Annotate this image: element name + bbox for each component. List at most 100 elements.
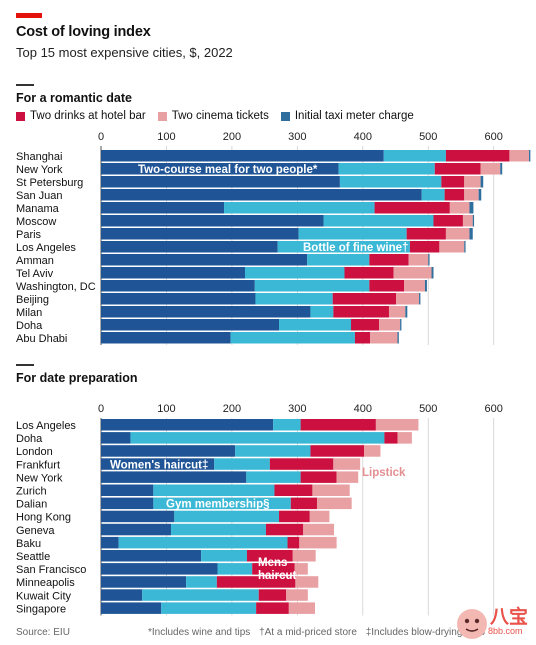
category-label: San Juan — [16, 190, 62, 202]
bar-segment — [336, 471, 359, 483]
bar-segment — [101, 432, 131, 444]
bar-segment — [101, 319, 280, 331]
tick-label: 600 — [485, 403, 503, 415]
bar-segment — [277, 241, 410, 253]
category-label: St Petersburg — [16, 177, 83, 189]
legend-label-cinema: Two cinema tickets — [171, 110, 269, 122]
bar-segment — [312, 484, 350, 496]
bar-segment — [303, 523, 335, 536]
bar-segment — [279, 510, 310, 523]
bar-segment — [101, 550, 202, 562]
series-annotation: Lipstick — [362, 467, 406, 479]
bar-segment — [369, 332, 398, 344]
bar-segment — [379, 319, 401, 331]
bar-segment — [101, 497, 154, 510]
bar-segment — [428, 254, 430, 266]
legend-item-cinema: Two cinema tickets — [157, 110, 269, 122]
bar-segment — [300, 419, 376, 431]
category-label: Tel Aviv — [16, 268, 54, 280]
bar-segment — [101, 176, 340, 188]
bar-segment — [464, 176, 481, 188]
bar-segment — [101, 458, 215, 470]
bar-segment — [286, 589, 308, 601]
bar-segment — [397, 432, 412, 444]
bar-segment — [101, 306, 311, 318]
legend-item-taxi: Initial taxi meter charge — [280, 110, 414, 122]
bar-segment — [118, 536, 288, 549]
bar-segment — [171, 523, 266, 536]
bar-segment — [332, 293, 397, 305]
bar-segment — [255, 293, 333, 305]
bar-segment — [244, 267, 345, 279]
series-annotation: Women's haircut‡ — [110, 459, 208, 471]
bar-segment — [269, 458, 334, 470]
bar-segment — [101, 445, 236, 457]
category-label: Abu Dhabi — [16, 333, 67, 345]
bar-segment — [142, 589, 259, 601]
bar-segment — [310, 445, 365, 457]
legend-swatch-drinks — [16, 111, 25, 121]
category-label: Los Angeles — [16, 242, 76, 254]
bar-segment — [375, 419, 419, 431]
bar-segment — [400, 319, 402, 331]
bar-segment — [274, 484, 313, 496]
bar-segment — [292, 550, 316, 562]
legend-swatch-cinema — [157, 111, 167, 121]
watermark-text: 八宝 — [490, 606, 529, 628]
bar-segment — [388, 306, 406, 318]
series-annotation: Mens — [258, 557, 287, 569]
bar-segment — [406, 228, 446, 240]
category-label: Baku — [16, 538, 41, 550]
bar-segment — [431, 267, 434, 279]
source-note: Source: EIU — [16, 627, 70, 638]
bar-segment — [509, 150, 530, 162]
category-label: Minneapolis — [16, 577, 75, 589]
bar-segment — [472, 215, 475, 227]
bar-segment — [383, 150, 446, 162]
bar-segment — [101, 202, 225, 214]
category-label: Geneva — [16, 525, 55, 537]
bar-segment — [404, 280, 425, 292]
bar-segment — [101, 241, 278, 253]
category-label: New York — [16, 472, 63, 484]
bar-segment — [101, 602, 162, 614]
bar-segment — [101, 523, 172, 536]
bar-segment — [441, 176, 465, 188]
category-label: Moscow — [16, 216, 56, 228]
bar-segment — [294, 563, 308, 575]
tick-label: 500 — [419, 403, 437, 415]
bar-segment — [101, 563, 218, 575]
tick-label: 200 — [223, 403, 241, 415]
bar-segment — [449, 202, 470, 214]
bar-segment — [444, 189, 465, 201]
legend-swatch-taxi — [280, 111, 290, 121]
bar-segment — [421, 189, 445, 201]
legend-item-drinks: Two drinks at hotel bar — [16, 110, 146, 122]
bar-segment — [480, 176, 484, 188]
category-label: Amman — [16, 255, 54, 267]
bar-segment — [101, 576, 187, 588]
bar-segment — [464, 241, 466, 253]
bar-segment — [300, 471, 337, 483]
category-label: Milan — [16, 307, 42, 319]
bar-segment — [369, 280, 405, 292]
bar-segment — [101, 589, 143, 601]
bar-segment — [445, 228, 470, 240]
chart-title: Cost of loving index — [16, 24, 151, 40]
bar-segment — [101, 332, 231, 344]
bar-segment — [323, 215, 434, 227]
bar-segment — [254, 280, 370, 292]
legend-label-drinks: Two drinks at hotel bar — [30, 110, 146, 122]
bar-segment — [252, 563, 295, 575]
tick-label: 300 — [288, 131, 306, 143]
bar-segment — [230, 332, 355, 344]
legend: Two drinks at hotel bar Two cinema ticke… — [16, 110, 426, 122]
bar-segment — [101, 419, 274, 431]
tick-label: 0 — [98, 131, 104, 143]
footnote-store: †At a mid-priced store — [259, 627, 357, 638]
tick-label: 400 — [354, 403, 372, 415]
bar-segment — [258, 589, 287, 601]
bar-segment — [101, 471, 247, 483]
bar-segment — [217, 563, 253, 575]
